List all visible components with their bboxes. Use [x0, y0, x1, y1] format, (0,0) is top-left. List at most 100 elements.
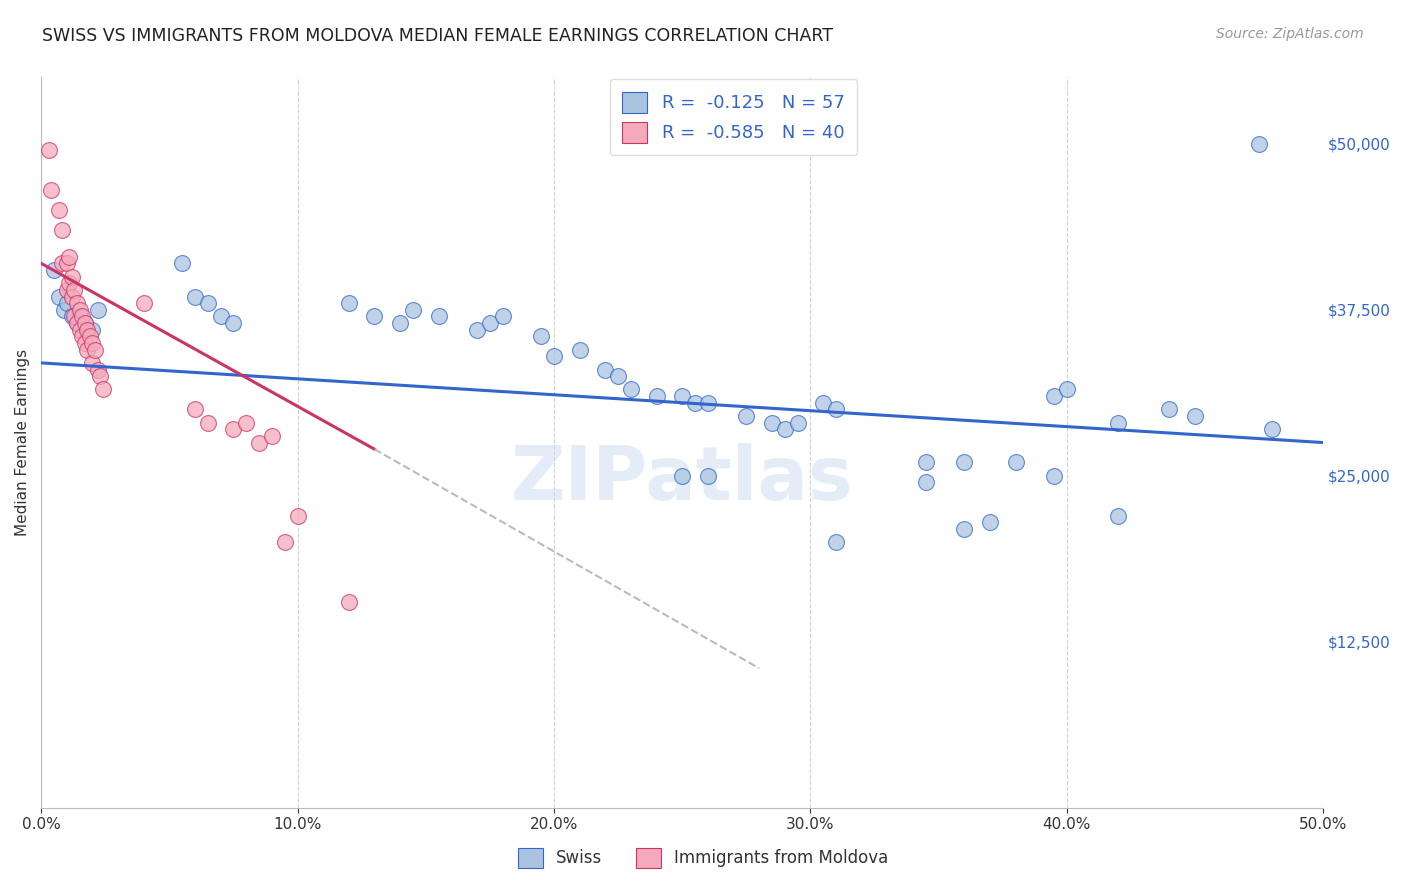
Point — [73, 336, 96, 351]
Point — [1261, 422, 1284, 436]
Point — [1107, 416, 1129, 430]
Point — [696, 395, 718, 409]
Point — [69, 302, 91, 317]
Point — [41, 183, 63, 197]
Point — [1184, 409, 1206, 423]
Point — [761, 416, 783, 430]
Point — [73, 316, 96, 330]
Point — [593, 362, 616, 376]
Point — [274, 535, 297, 549]
Point — [48, 203, 70, 218]
Point — [1043, 468, 1066, 483]
Text: Source: ZipAtlas.com: Source: ZipAtlas.com — [1216, 27, 1364, 41]
Point — [197, 296, 219, 310]
Point — [389, 316, 412, 330]
Point — [84, 343, 107, 357]
Point — [683, 395, 706, 409]
Legend: Swiss, Immigrants from Moldova: Swiss, Immigrants from Moldova — [512, 841, 894, 875]
Point — [70, 329, 93, 343]
Point — [82, 356, 104, 370]
Point — [66, 296, 89, 310]
Point — [51, 256, 73, 270]
Point — [42, 263, 65, 277]
Point — [671, 389, 693, 403]
Point — [51, 223, 73, 237]
Point — [86, 362, 108, 376]
Point — [1249, 136, 1271, 151]
Point — [914, 455, 936, 469]
Point — [953, 455, 976, 469]
Point — [773, 422, 796, 436]
Point — [786, 416, 808, 430]
Point — [69, 310, 91, 324]
Point — [363, 310, 385, 324]
Point — [696, 468, 718, 483]
Point — [735, 409, 758, 423]
Point — [69, 323, 91, 337]
Point — [1159, 402, 1181, 417]
Point — [55, 296, 77, 310]
Point — [260, 429, 283, 443]
Point — [530, 329, 553, 343]
Point — [337, 595, 360, 609]
Point — [73, 316, 96, 330]
Point — [813, 395, 835, 409]
Point — [60, 269, 83, 284]
Point — [825, 535, 848, 549]
Point — [48, 289, 70, 303]
Point — [1043, 389, 1066, 403]
Point — [55, 283, 77, 297]
Point — [825, 402, 848, 417]
Point — [89, 369, 111, 384]
Point — [222, 316, 245, 330]
Point — [70, 310, 93, 324]
Point — [607, 369, 630, 384]
Legend: R =  -0.125   N = 57, R =  -0.585   N = 40: R = -0.125 N = 57, R = -0.585 N = 40 — [610, 79, 858, 155]
Point — [1004, 455, 1026, 469]
Point — [86, 302, 108, 317]
Point — [671, 468, 693, 483]
Point — [55, 256, 77, 270]
Text: ZIPatlas: ZIPatlas — [510, 442, 853, 516]
Point — [209, 310, 232, 324]
Point — [222, 422, 245, 436]
Point — [492, 310, 515, 324]
Point — [58, 277, 80, 291]
Point — [427, 310, 450, 324]
Point — [91, 383, 114, 397]
Point — [132, 296, 155, 310]
Point — [184, 402, 207, 417]
Point — [543, 349, 565, 363]
Point — [82, 336, 104, 351]
Point — [478, 316, 501, 330]
Point — [53, 302, 76, 317]
Point — [1056, 383, 1078, 397]
Point — [63, 283, 86, 297]
Point — [914, 475, 936, 490]
Point — [79, 329, 101, 343]
Point — [979, 515, 1001, 529]
Point — [287, 508, 309, 523]
Point — [620, 383, 643, 397]
Point — [953, 522, 976, 536]
Text: SWISS VS IMMIGRANTS FROM MOLDOVA MEDIAN FEMALE EARNINGS CORRELATION CHART: SWISS VS IMMIGRANTS FROM MOLDOVA MEDIAN … — [42, 27, 834, 45]
Y-axis label: Median Female Earnings: Median Female Earnings — [15, 349, 30, 536]
Point — [402, 302, 425, 317]
Point — [645, 389, 668, 403]
Point — [63, 310, 86, 324]
Point — [247, 435, 270, 450]
Point — [66, 316, 89, 330]
Point — [465, 323, 488, 337]
Point — [66, 316, 89, 330]
Point — [568, 343, 591, 357]
Point — [184, 289, 207, 303]
Point — [60, 310, 83, 324]
Point — [58, 250, 80, 264]
Point — [337, 296, 360, 310]
Point — [76, 323, 98, 337]
Point — [82, 323, 104, 337]
Point — [172, 256, 194, 270]
Point — [235, 416, 257, 430]
Point — [60, 289, 83, 303]
Point — [38, 144, 60, 158]
